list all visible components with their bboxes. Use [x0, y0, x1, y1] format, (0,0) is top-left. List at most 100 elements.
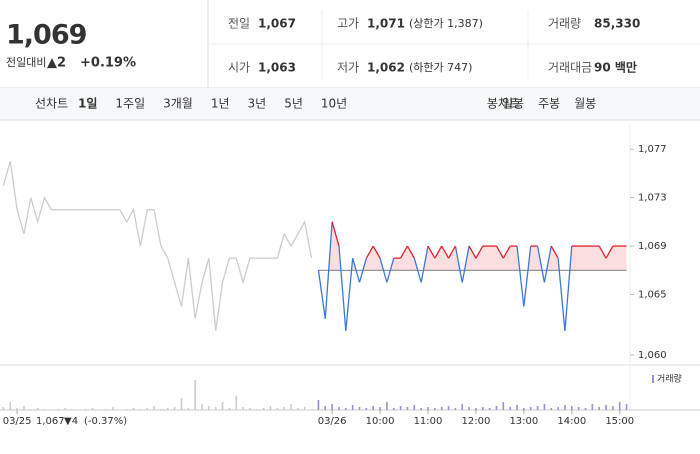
volume-bar: [399, 406, 402, 410]
volume-bar: [269, 406, 272, 410]
period-tab[interactable]: 3년: [248, 97, 267, 111]
volume-bar: [132, 408, 135, 410]
price-segment: [413, 257, 422, 283]
volume-bar: [221, 402, 224, 410]
volume-bar: [290, 404, 292, 410]
volume-bar: [564, 405, 566, 410]
candle-tab[interactable]: 주봉: [538, 97, 560, 111]
stat-label: 고가: [337, 17, 359, 31]
volume-bar: [187, 408, 190, 410]
volume-bar: [64, 408, 66, 410]
x-tick-label: 11:00: [414, 416, 443, 427]
x-tick-label: 03/26: [318, 416, 347, 427]
period-tab[interactable]: 1일: [78, 97, 97, 111]
volume-bar: [420, 408, 422, 410]
y-tick-label: 1,060: [638, 350, 667, 361]
price-segment: [605, 245, 614, 259]
candle-tab[interactable]: 일봉: [502, 97, 524, 111]
volume-bar: [351, 405, 354, 410]
volume-bar: [468, 407, 470, 410]
volume-bar: [249, 408, 251, 410]
volume-bar: [194, 380, 196, 410]
change: ▲2: [47, 56, 66, 71]
price-segment: [365, 245, 374, 259]
volume-bar: [584, 408, 587, 410]
price-segment: [557, 258, 566, 331]
volume-bar: [406, 407, 409, 410]
price-segment: [352, 257, 361, 283]
volume-bar: [276, 408, 279, 410]
volume-bar: [516, 405, 518, 410]
price-segment: [338, 246, 347, 331]
period-tab[interactable]: 5년: [284, 97, 303, 111]
volume-bar: [201, 404, 203, 410]
stat-value: 1,062: [367, 61, 405, 75]
price-segment: [468, 245, 477, 259]
x-tick-label: 15:00: [605, 416, 634, 427]
price-segment: [550, 245, 559, 259]
volume-bar: [214, 407, 217, 410]
price-segment: [441, 245, 450, 259]
period-tab[interactable]: 1주일: [115, 97, 145, 111]
price-segment: [358, 257, 367, 283]
volume-bar: [208, 406, 210, 410]
price-segment: [564, 246, 573, 331]
volume-bar: [345, 408, 347, 410]
volume-bar: [23, 406, 25, 410]
stat-label: 전일: [228, 17, 250, 31]
stat-label: 거래량: [548, 17, 581, 31]
volume-bar: [605, 405, 607, 410]
volume-bar: [283, 407, 285, 410]
volume-bar: [255, 409, 258, 410]
volume-bar: [338, 407, 340, 410]
volume-bar: [523, 408, 525, 410]
stat-value: 85,330: [594, 17, 640, 31]
price-segment: [317, 270, 326, 319]
volume-bar: [577, 407, 580, 410]
period-tab[interactable]: 3개월: [163, 97, 193, 111]
volume-bar: [84, 409, 87, 410]
volume-bar: [146, 408, 149, 410]
period-tab[interactable]: 1년: [211, 97, 230, 111]
x-tick-label: 14:00: [557, 416, 586, 427]
y-tick-label: 1,077: [638, 144, 667, 155]
volume-bar: [91, 408, 94, 410]
prev-close: 1,067: [36, 416, 65, 427]
volume-bar: [36, 408, 39, 410]
volume-bar: [427, 407, 429, 410]
volume-bar: [235, 396, 238, 410]
price-segment: [598, 245, 607, 259]
volume-bar: [153, 406, 155, 410]
price-segment: [434, 245, 443, 259]
volume-bar: [488, 408, 491, 410]
volume-bar: [379, 407, 381, 410]
stat-value: 90 백만: [594, 60, 637, 75]
x-tick-label: 03/25: [3, 416, 32, 427]
volume-bar: [625, 404, 628, 410]
candle-tab[interactable]: 월봉: [574, 97, 596, 111]
volume-bar: [228, 408, 231, 410]
price-line-prev: [2, 161, 313, 331]
tab-bar: [0, 88, 700, 120]
price-segment: [400, 245, 409, 259]
volume-bar: [16, 408, 18, 410]
y-tick-label: 1,073: [638, 193, 667, 204]
price-segment: [427, 245, 436, 259]
volume-bar: [529, 407, 532, 410]
x-tick-label: 12:00: [462, 416, 491, 427]
legend-swatch: [652, 375, 654, 383]
prev-rate: (-0.37%): [84, 416, 127, 427]
volume-bar: [242, 407, 244, 410]
volume-bar: [413, 405, 416, 410]
period-tab[interactable]: 10년: [321, 97, 347, 111]
volume-bar: [43, 409, 46, 410]
price-segment: [379, 257, 388, 283]
price-segment: [345, 258, 354, 331]
x-tick-label: 10:00: [366, 416, 395, 427]
price-segment: [475, 245, 484, 259]
price-segment: [406, 245, 415, 259]
volume-bar: [570, 406, 573, 410]
price-segment: [523, 245, 532, 307]
stat-value: 1,067: [258, 17, 296, 31]
